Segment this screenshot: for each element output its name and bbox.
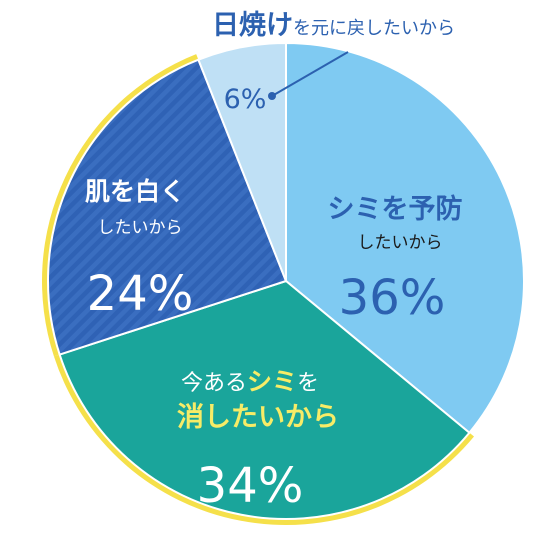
callout-label-bold: 日焼け — [212, 10, 293, 41]
slice-value-prevent: 36% — [339, 270, 446, 326]
slice-prevent — [285, 41, 525, 435]
slice-label-erase: 今あるシミを — [181, 367, 319, 396]
slice-label-erase-pre: 今ある — [181, 371, 247, 396]
slice-label-erase-line2: 消したいから — [177, 402, 339, 433]
slice-label-prevent: シミを予防 — [328, 194, 463, 225]
pie-slices — [41, 41, 525, 526]
slice-value-whiten: 24% — [87, 266, 194, 322]
slice-sublabel-prevent: したいから — [358, 233, 443, 253]
slice-value-erase: 34% — [197, 458, 304, 514]
slice-label-whiten: 肌を白く — [85, 177, 185, 206]
slice-value-undo-tan: 6% — [224, 84, 267, 115]
slice-label-erase-post: を — [297, 371, 319, 396]
callout-dot — [268, 92, 276, 100]
callout-label-undo-tan: 日焼けを元に戻したいから — [212, 10, 455, 41]
slice-sublabel-whiten: したいから — [98, 218, 183, 238]
slice-erase — [58, 279, 471, 520]
slice-label-erase-accent: シミ — [247, 367, 297, 396]
callout-label-rest: を元に戻したいから — [293, 18, 455, 39]
slice-undo_tan — [197, 41, 287, 282]
callout-leader-line — [271, 51, 349, 97]
